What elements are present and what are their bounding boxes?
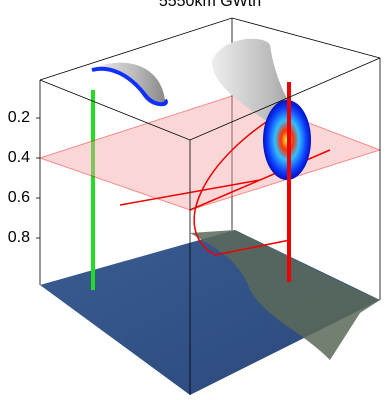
chart-title: 5550km GWth <box>159 0 261 10</box>
chart: 5550km GWth 0.2 0.4 0.6 0.8 <box>0 0 385 400</box>
z-axis: 0.2 0.4 0.6 0.8 <box>8 109 40 246</box>
z-tick-label: 0.6 <box>8 189 30 206</box>
z-tick-label: 0.8 <box>8 229 30 246</box>
z-tick-label: 0.2 <box>8 109 30 126</box>
z-tick-label: 0.4 <box>8 149 30 166</box>
